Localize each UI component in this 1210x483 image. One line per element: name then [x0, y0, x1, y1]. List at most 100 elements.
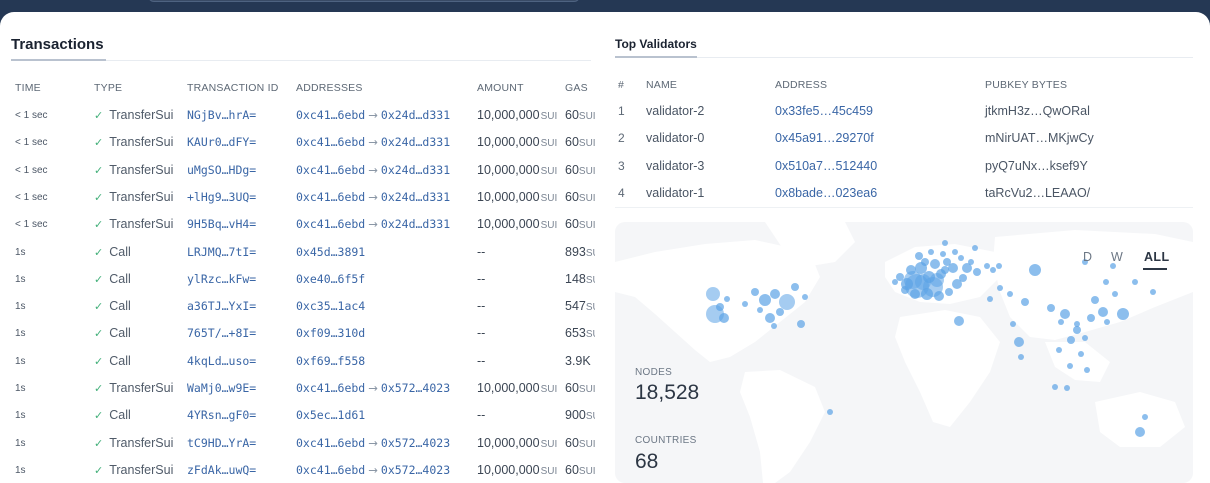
type-cell: ✓ TransferSui: [94, 375, 189, 402]
transaction-id-link[interactable]: KAUr0…dFY=: [187, 135, 257, 150]
transaction-id-link[interactable]: uMgSO…HDg=: [187, 162, 257, 177]
from-address-link[interactable]: 0xc41…6ebd: [296, 135, 366, 150]
from-address-link[interactable]: 0xf69…f558: [296, 353, 366, 368]
from-address-link[interactable]: 0xe40…6f5f: [296, 271, 366, 286]
transaction-id-link[interactable]: tC9HD…YrA=: [187, 435, 257, 450]
node-dot: [1029, 264, 1041, 276]
countries-label: COUNTRIES: [635, 435, 697, 446]
gas-unit: SUI: [578, 384, 595, 395]
validator-address-link[interactable]: 0x8bade…023ea6: [775, 185, 878, 200]
validator-row[interactable]: 1 validator-2 0x33fe5…45c459 jtkmH3z…QwORal: [0, 98, 1210, 125]
node-dot: [906, 265, 916, 275]
node-dot: [1110, 263, 1116, 269]
checkmark-icon: ✓: [94, 437, 104, 450]
validator-row[interactable]: 4 validator-1 0x8bade…023ea6 taRcVu2…LEAAO/: [0, 180, 1210, 207]
table-row[interactable]: < 1 sec ✓ TransferSui +lHg9…3UQ= 0xc41…6ebd →…: [15, 184, 595, 211]
table-row[interactable]: 1s ✓ TransferSui tC9HD…YrA= 0xc41…6ebd → 0x572…: [15, 430, 595, 457]
table-row[interactable]: < 1 sec ✓ TransferSui uMgSO…HDg= 0xc41…6ebd →…: [15, 157, 595, 184]
transaction-id-link[interactable]: zFdAk…uwQ=: [187, 462, 257, 477]
from-address-link[interactable]: 0xc41…6ebd: [296, 435, 366, 450]
amount-cell: --: [477, 239, 565, 266]
from-address-link[interactable]: 0x45d…3891: [296, 244, 366, 259]
time-cell: 1s: [15, 273, 26, 285]
arrow-right-icon: →: [368, 108, 378, 122]
to-address-link[interactable]: 0x572…4023: [380, 435, 451, 450]
to-address-link[interactable]: 0x24d…d331: [380, 108, 451, 122]
amount-value: 10,000,000: [477, 108, 540, 122]
gas-value: 653: [565, 326, 586, 341]
from-address-link[interactable]: 0xc41…6ebd: [296, 189, 366, 204]
from-address-link[interactable]: 0x5ec…1d61: [296, 408, 366, 423]
type-label: TransferSui: [109, 381, 174, 395]
gas-unit: SUI: [578, 220, 595, 232]
transaction-id-link[interactable]: ylRzc…kFw=: [187, 271, 257, 286]
range-week-tab[interactable]: W: [1111, 250, 1124, 264]
to-address-link[interactable]: 0x24d…d331: [380, 162, 451, 177]
table-row[interactable]: 1s ✓ Call 4kqLd…uso= 0xf69…f558 -- 3.9K: [15, 348, 595, 375]
transaction-id-link[interactable]: 765T/…+8I=: [187, 326, 257, 341]
gas-unit: SUI: [578, 165, 595, 177]
amount-value: --: [477, 408, 486, 423]
from-address-link[interactable]: 0xc41…6ebd: [296, 381, 366, 395]
validator-rank: 2: [618, 131, 625, 146]
from-address-link[interactable]: 0xf09…310d: [296, 326, 366, 341]
transaction-id-link[interactable]: +lHg9…3UQ=: [187, 189, 257, 204]
range-day-tab[interactable]: D: [1083, 250, 1093, 264]
validator-address-link[interactable]: 0x45a91…29270f: [775, 131, 874, 146]
table-row[interactable]: < 1 sec ✓ TransferSui NGjBv…hrA= 0xc41…6ebd →…: [15, 102, 595, 129]
table-row[interactable]: 1s ✓ Call a36TJ…YxI= 0xc35…1ac4 -- 547SUI: [15, 293, 595, 320]
to-address-link[interactable]: 0x572…4023: [380, 462, 451, 477]
table-row[interactable]: 1s ✓ TransferSui WaMj0…w9E= 0xc41…6ebd → 0x572…: [15, 375, 595, 402]
transaction-id-link[interactable]: 9H5Bq…vH4=: [187, 217, 257, 232]
from-address-link[interactable]: 0xc41…6ebd: [296, 162, 366, 177]
transactions-tab[interactable]: Transactions: [11, 36, 104, 53]
table-row[interactable]: 1s ✓ TransferSui zFdAk…uwQ= 0xc41…6ebd → 0x572…: [15, 457, 595, 483]
transaction-id-link[interactable]: 4kqLd…uso=: [187, 353, 257, 368]
amount-unit: SUI: [540, 192, 558, 204]
transaction-id-link[interactable]: NGjBv…hrA=: [187, 108, 257, 122]
table-row[interactable]: 1s ✓ Call ylRzc…kFw= 0xe40…6f5f -- 148SUI: [15, 266, 595, 293]
to-address-link[interactable]: 0x24d…d331: [380, 217, 451, 232]
continent-southeast-asia: [1045, 342, 1110, 382]
table-row[interactable]: 1s ✓ Call 765T/…+8I= 0xf09…310d -- 653SUI: [15, 320, 595, 347]
transaction-id-link[interactable]: WaMj0…w9E=: [187, 381, 257, 395]
arrow-right-icon: →: [368, 381, 378, 395]
validator-row[interactable]: 2 validator-0 0x45a91…29270f mNirUAT…MKjwCy: [0, 125, 1210, 152]
from-address-link[interactable]: 0xc35…1ac4: [296, 299, 366, 314]
type-label: TransferSui: [109, 462, 174, 477]
transaction-id-link[interactable]: a36TJ…YxI=: [187, 299, 257, 314]
gas-value: 60: [565, 462, 579, 477]
arrow-right-icon: →: [368, 217, 378, 232]
from-address-link[interactable]: 0xc41…6ebd: [296, 217, 366, 232]
addresses-cell: 0xc41…6ebd → 0x24d…d331: [296, 184, 478, 211]
continent-north-america: [615, 240, 820, 362]
node-dot: [759, 294, 771, 306]
to-address-link[interactable]: 0x24d…d331: [380, 135, 451, 150]
top-validators-tab[interactable]: Top Validators: [615, 37, 697, 51]
validator-address-link[interactable]: 0x510a7…512440: [775, 158, 878, 173]
table-row[interactable]: 1s ✓ Call 4YRsn…gF0= 0x5ec…1d61 -- 900SUI: [15, 402, 595, 429]
table-row[interactable]: < 1 sec ✓ TransferSui KAUr0…dFY= 0xc41…6ebd →…: [15, 129, 595, 156]
range-all-tab[interactable]: ALL: [1144, 250, 1170, 264]
to-address-link[interactable]: 0x572…4023: [380, 381, 451, 395]
addresses-cell: 0xc41…6ebd → 0x572…4023: [296, 375, 478, 402]
type-cell: ✓ TransferSui: [94, 102, 189, 129]
node-dot: [959, 274, 967, 282]
validator-row[interactable]: 3 validator-3 0x510a7…512440 pyQ7uNx…ksef9Y: [0, 153, 1210, 180]
table-row[interactable]: < 1 sec ✓ TransferSui 9H5Bq…vH4= 0xc41…6ebd →…: [15, 211, 595, 238]
table-row[interactable]: 1s ✓ Call LRJMQ…7tI= 0x45d…3891 -- 893SUI: [15, 239, 595, 266]
to-address-link[interactable]: 0x24d…d331: [380, 189, 451, 204]
transaction-id-link[interactable]: 4YRsn…gF0=: [187, 408, 257, 423]
time-cell: 1s: [15, 383, 26, 394]
time-cell: 1s: [15, 246, 26, 258]
node-dot: [973, 268, 981, 276]
from-address-link[interactable]: 0xc41…6ebd: [296, 462, 366, 477]
amount-value: --: [477, 299, 486, 314]
amount-unit: SUI: [540, 111, 558, 122]
validator-pubkey: jtkmH3z…QwORal: [985, 104, 1090, 118]
transaction-id-link[interactable]: LRJMQ…7tI=: [187, 244, 257, 259]
validator-address-link[interactable]: 0x33fe5…45c459: [775, 104, 873, 118]
from-address-link[interactable]: 0xc41…6ebd: [296, 108, 366, 122]
node-dot: [1082, 335, 1088, 341]
gas-cell: 60SUI: [565, 211, 595, 238]
